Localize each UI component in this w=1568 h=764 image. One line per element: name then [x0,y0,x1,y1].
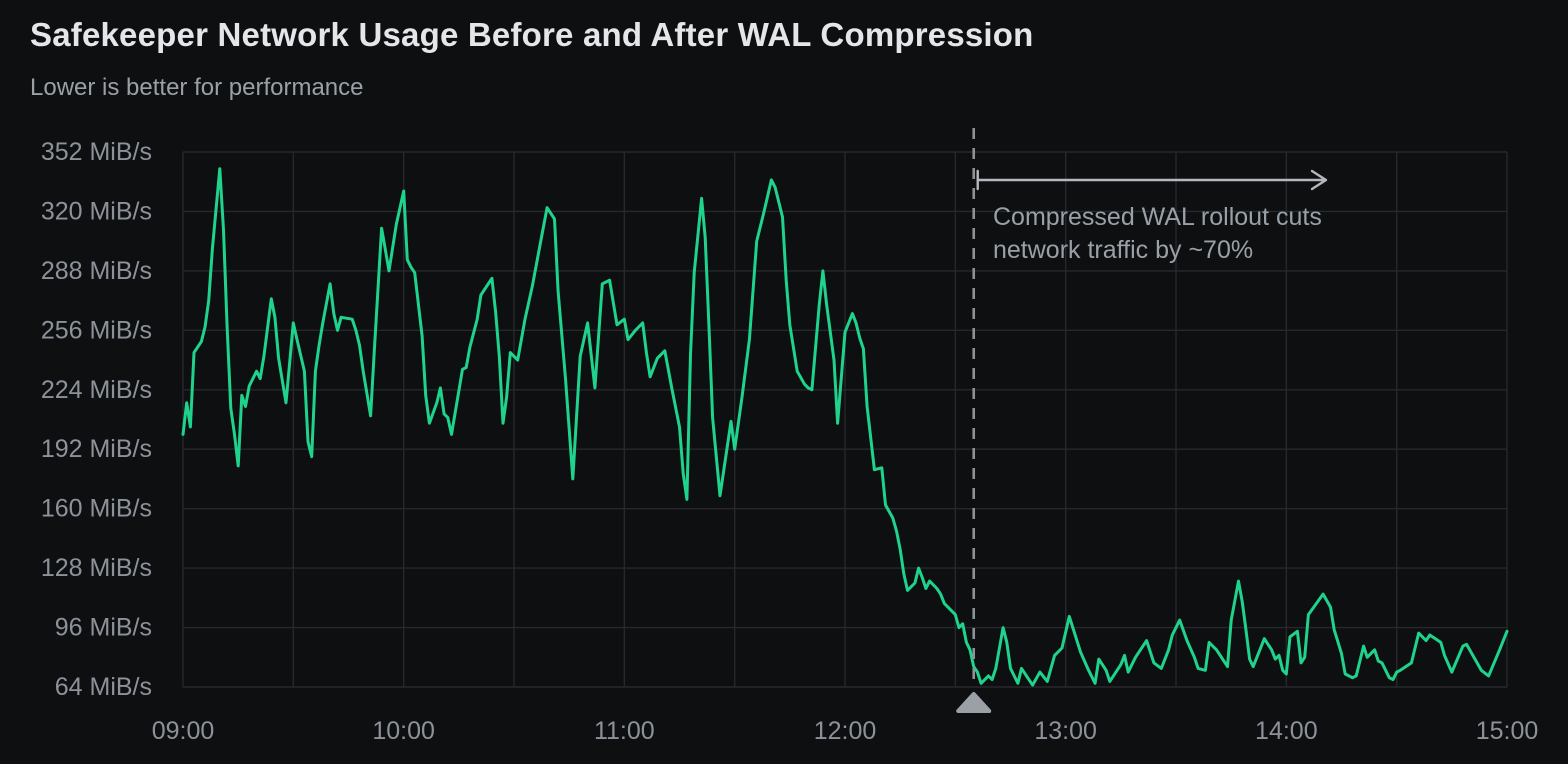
rollout-annotation-line2: network traffic by ~70% [993,236,1254,264]
x-axis-tick-label: 09:00 [152,717,215,745]
y-axis-tick-label: 224 MiB/s [41,376,152,404]
y-axis-tick-label: 128 MiB/s [41,554,152,582]
x-axis-tick-label: 14:00 [1255,717,1318,745]
y-axis-tick-label: 352 MiB/s [41,138,152,166]
x-axis-tick-label: 15:00 [1476,717,1539,745]
arrow-head-icon [1310,169,1328,191]
rollout-annotation-text: Compressed WAL rollout cuts network traf… [993,201,1322,267]
rollout-marker-triangle [956,692,992,713]
chart-subtitle: Lower is better for performance [30,74,364,101]
x-axis-tick-label: 11:00 [594,717,655,745]
x-axis-tick-label: 12:00 [814,717,877,745]
x-axis-tick-label: 13:00 [1034,717,1097,745]
y-axis-tick-label: 96 MiB/s [55,614,152,642]
y-axis-tick-label: 288 MiB/s [41,257,152,285]
y-axis-tick-label: 192 MiB/s [41,435,152,463]
chart-title: Safekeeper Network Usage Before and Afte… [30,16,1034,53]
y-axis-tick-label: 256 MiB/s [41,316,152,344]
y-axis-tick-label: 64 MiB/s [55,673,152,701]
y-axis-tick-label: 320 MiB/s [41,197,152,225]
y-axis-tick-label: 160 MiB/s [41,495,152,523]
network-usage-line [181,167,1509,687]
x-axis-tick-label: 10:00 [372,717,435,745]
rollout-annotation-line1: Compressed WAL rollout cuts [993,203,1322,231]
